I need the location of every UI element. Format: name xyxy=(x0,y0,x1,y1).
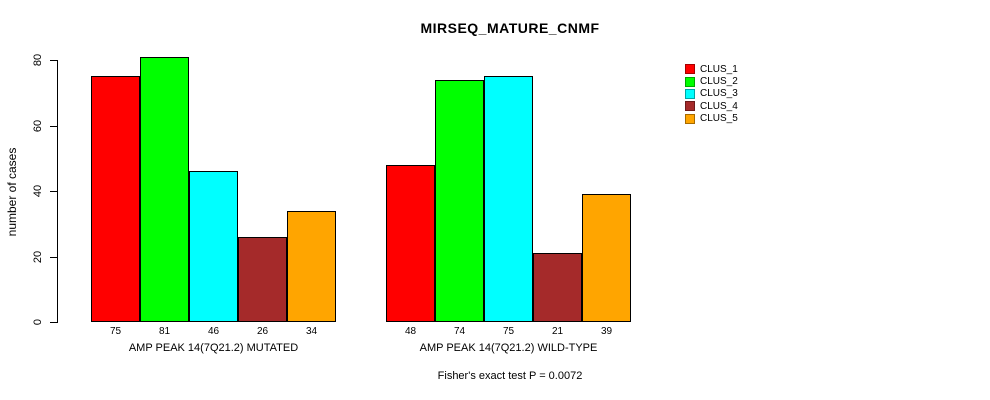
bar-clus_4 xyxy=(533,253,582,322)
bar-clus_3 xyxy=(189,171,238,322)
legend-entry: CLUS_3 xyxy=(685,88,738,100)
y-axis-tick xyxy=(50,60,57,61)
legend-label: CLUS_4 xyxy=(700,100,738,112)
bar-value-label: 46 xyxy=(207,326,220,337)
legend-label: CLUS_1 xyxy=(700,63,738,75)
y-axis-line xyxy=(57,60,58,323)
legend-label: CLUS_5 xyxy=(700,113,738,125)
bar-clus_2 xyxy=(435,80,484,322)
bar-value-label: 34 xyxy=(305,326,318,337)
legend-swatch xyxy=(685,64,695,75)
bar-value-label: 74 xyxy=(453,326,466,337)
legend-swatch xyxy=(685,101,695,112)
y-axis-tick xyxy=(50,125,57,127)
bar-value-label: 26 xyxy=(256,326,269,337)
bar-value-label: 75 xyxy=(109,326,122,337)
y-axis-tick xyxy=(50,191,57,192)
y-axis-tick-label: 40 xyxy=(32,184,44,198)
bar-clus_1 xyxy=(91,76,140,322)
y-axis-tick xyxy=(50,322,57,323)
bar-value-label: 21 xyxy=(551,326,564,337)
bar-value-label: 48 xyxy=(404,326,417,337)
y-axis-tick-label: 0 xyxy=(32,318,44,326)
legend-label: CLUS_3 xyxy=(700,88,738,100)
group-label: AMP PEAK 14(7Q21.2) MUTATED xyxy=(128,342,299,354)
bar-clus_4 xyxy=(238,237,287,322)
group-label: AMP PEAK 14(7Q21.2) WILD-TYPE xyxy=(419,342,598,354)
legend-entry: CLUS_5 xyxy=(685,113,738,125)
y-axis-tick-label: 20 xyxy=(32,250,44,263)
bar-value-label: 39 xyxy=(600,326,613,337)
bar-clus_5 xyxy=(582,194,631,322)
legend-swatch xyxy=(685,88,695,99)
legend-entry: CLUS_1 xyxy=(685,63,738,75)
y-axis-tick-label: 60 xyxy=(32,119,44,132)
bar-clus_2 xyxy=(140,57,189,322)
bar-clus_1 xyxy=(386,165,435,322)
legend: CLUS_1 CLUS_2 CLUS_3 CLUS_4 CLUS_5 xyxy=(685,63,738,125)
bar-clus_5 xyxy=(287,211,336,322)
legend-entry: CLUS_2 xyxy=(685,75,738,87)
y-axis-tick xyxy=(50,256,57,258)
legend-label: CLUS_2 xyxy=(700,76,738,88)
chart-title: MIRSEQ_MATURE_CNMF xyxy=(420,20,600,36)
y-axis-tick-label: 80 xyxy=(32,53,44,67)
legend-entry: CLUS_4 xyxy=(685,100,738,112)
bar-clus_3 xyxy=(484,76,533,322)
annotation-text: Fisher's exact test P = 0.0072 xyxy=(437,370,583,382)
legend-swatch xyxy=(685,113,695,124)
legend-swatch xyxy=(685,76,695,87)
bar-value-label: 81 xyxy=(158,326,171,337)
y-axis-label: number of cases xyxy=(5,147,19,237)
bar-value-label: 75 xyxy=(502,326,515,337)
